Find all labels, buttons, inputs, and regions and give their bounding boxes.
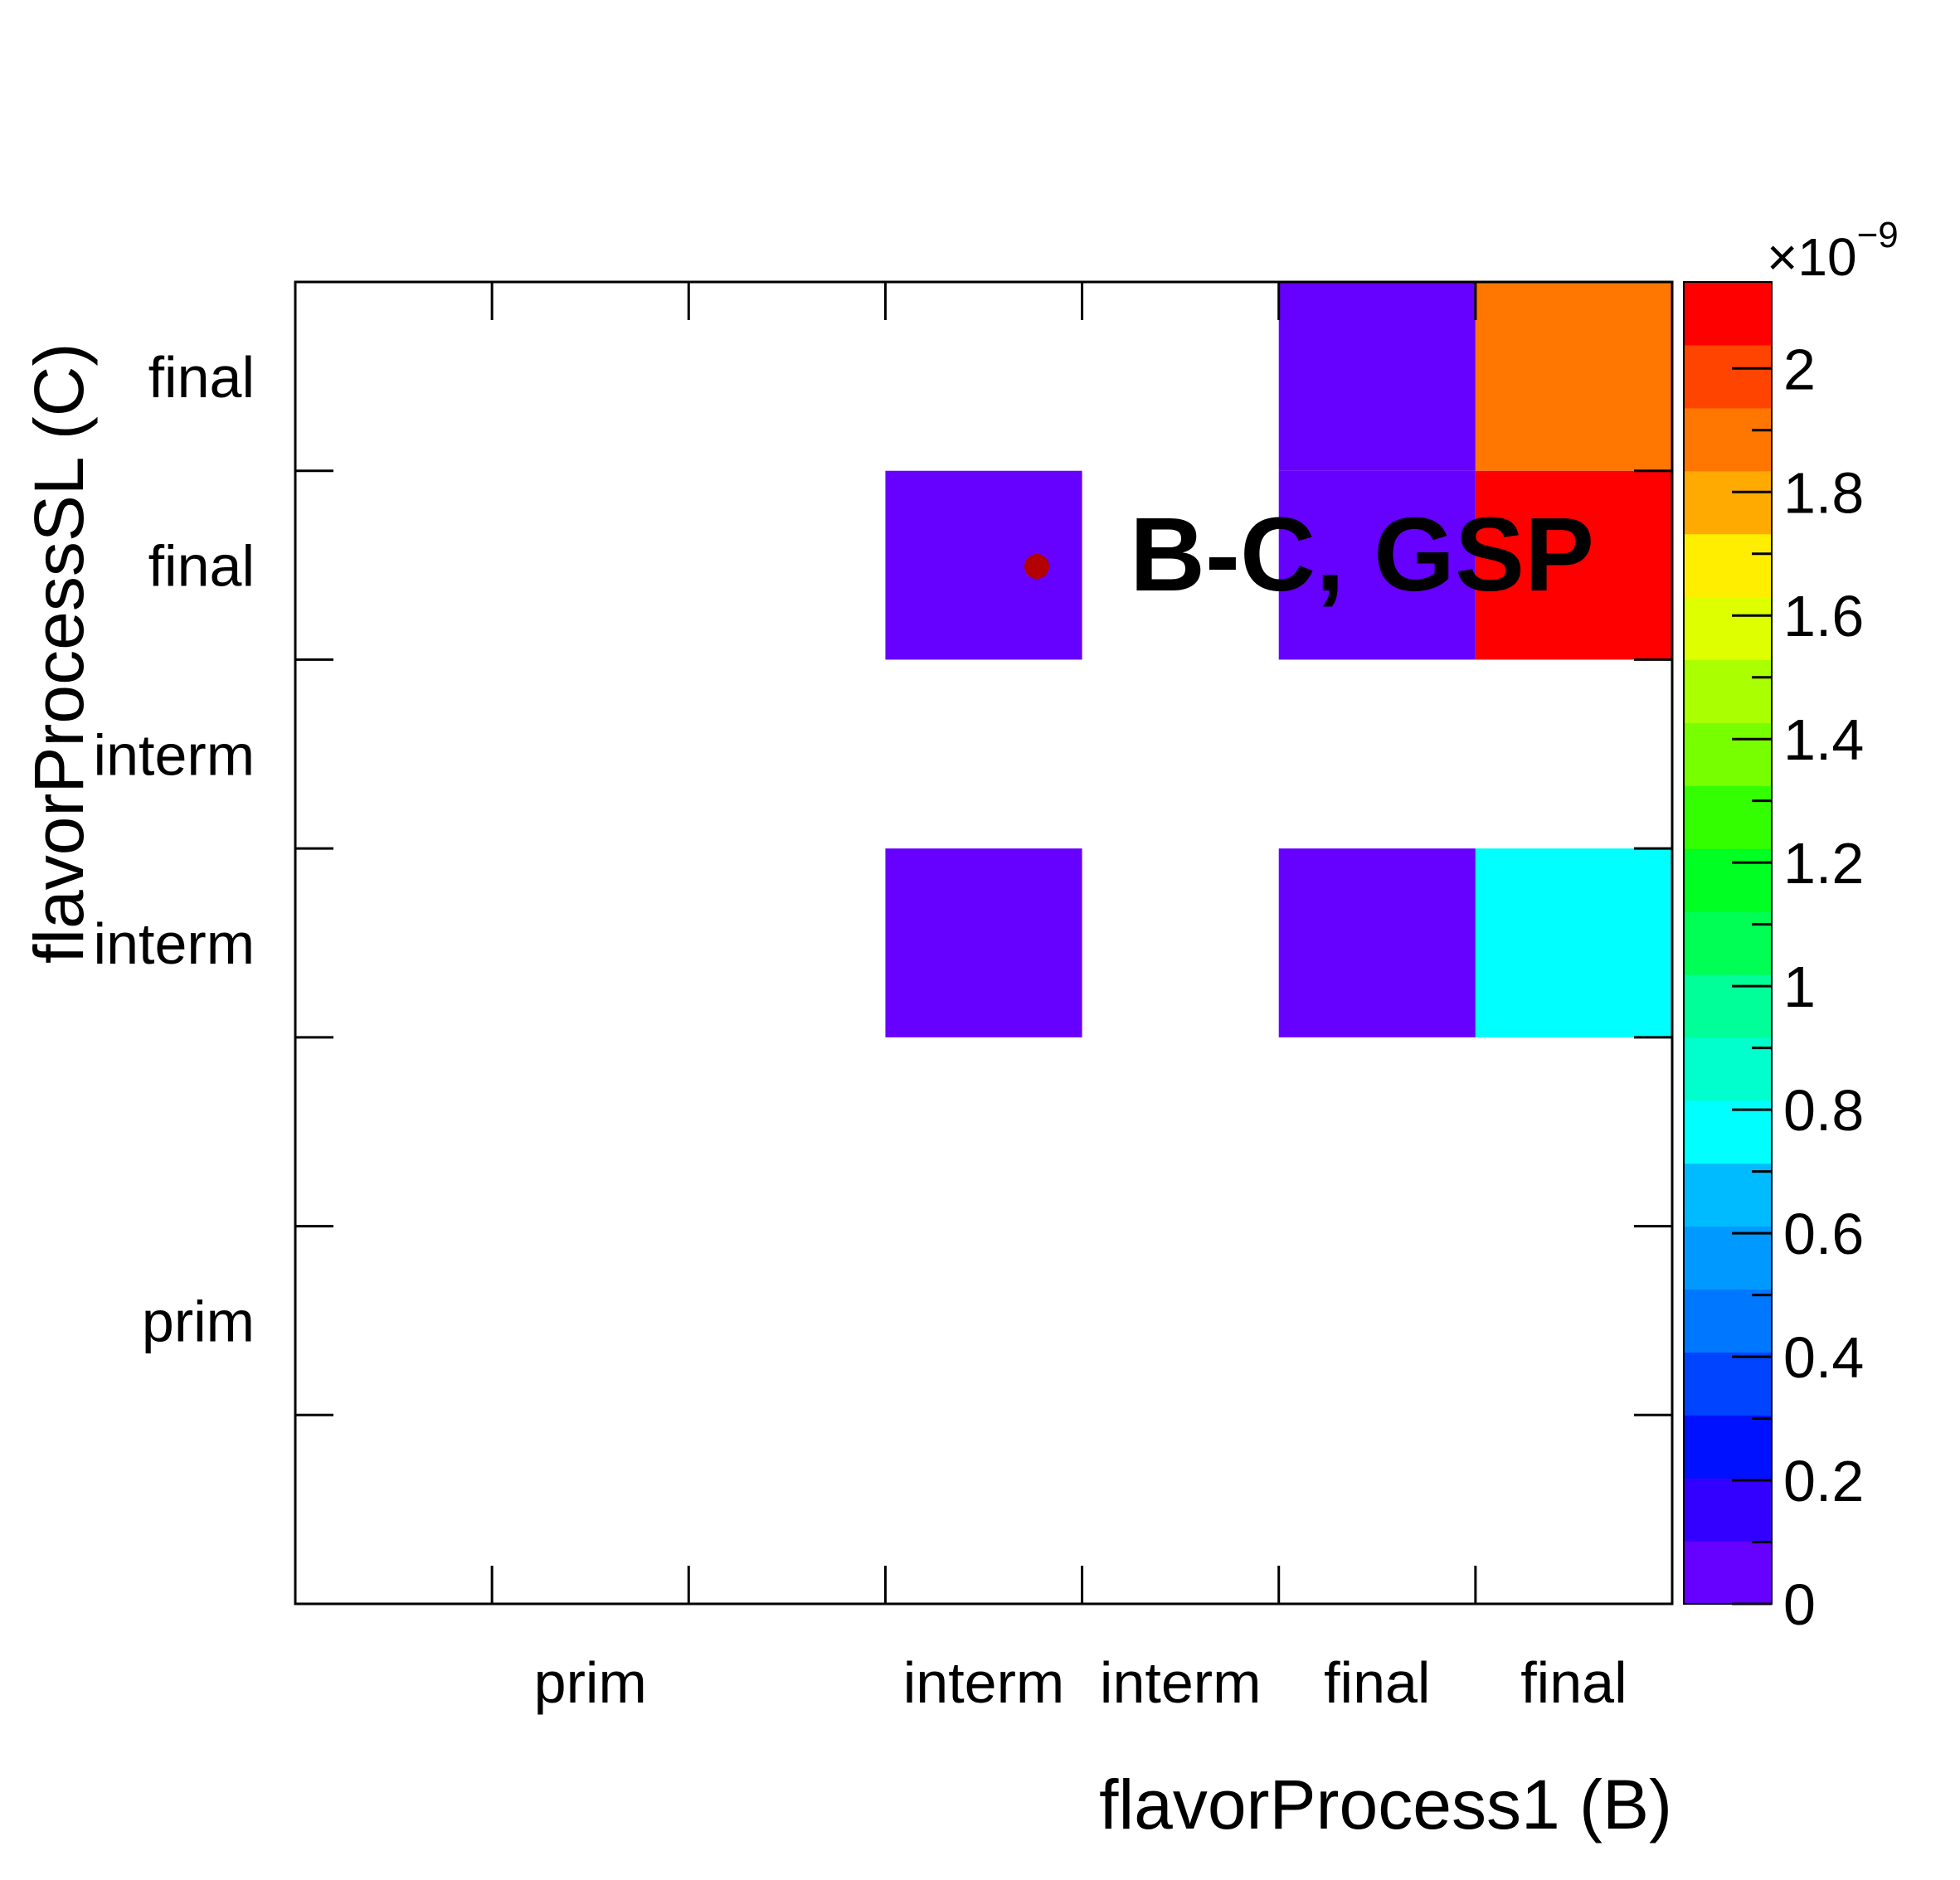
color-scale-ticks: 0 0.2 0.4 0.6 0.8 1 1.2 1.4 1.6 1.8 2 — [1732, 337, 1864, 1637]
color-band — [1684, 596, 1772, 661]
color-band — [1684, 1352, 1772, 1416]
legend-marker — [1024, 554, 1049, 579]
color-band — [1684, 533, 1772, 598]
legend: B-C, GSP — [1024, 496, 1594, 613]
x-tick-label: interm — [903, 1650, 1064, 1715]
y-axis-title: flavorProcessSL (C) — [20, 343, 98, 964]
color-band — [1684, 659, 1772, 723]
heatmap-cell — [1278, 470, 1476, 660]
color-scale-tick-label: 2 — [1783, 337, 1816, 401]
color-scale-tick-label: 0.2 — [1783, 1449, 1864, 1513]
heatmap-cells — [885, 282, 1672, 1037]
y-tick-label: prim — [142, 1289, 255, 1353]
x-axis-ticks — [490, 282, 1477, 1604]
heatmap-cell — [1475, 282, 1672, 471]
heatmap-cell — [1475, 470, 1672, 660]
plot-frame — [294, 280, 1674, 1606]
color-band — [1684, 282, 1772, 346]
x-tick-label: final — [1324, 1650, 1430, 1715]
y-tick-label: final — [148, 534, 255, 599]
color-band — [1684, 1478, 1772, 1542]
color-scale-tick-label: 1.2 — [1783, 831, 1864, 896]
color-band — [1684, 1541, 1772, 1605]
color-band — [1684, 1289, 1772, 1353]
color-scale-tick-label: 1.4 — [1783, 707, 1864, 772]
y-axis-ticks — [295, 469, 1672, 1416]
x-tick-label: final — [1520, 1650, 1627, 1715]
x-axis-tick-labels: prim interm interm final final — [534, 1650, 1627, 1715]
color-bar-frame — [1683, 281, 1773, 1605]
y-axis-tick-labels: prim interm interm final final — [94, 345, 255, 1354]
color-scale-tick-label: 1.8 — [1783, 460, 1864, 525]
color-scale-tick-label: 0 — [1783, 1572, 1816, 1637]
color-band — [1684, 911, 1772, 975]
color-scale-exponent-label: ×10−9 — [1767, 215, 1899, 287]
heatmap-cell — [1278, 848, 1476, 1037]
color-band — [1684, 344, 1772, 409]
color-scale-tick-label: 0.6 — [1783, 1202, 1864, 1266]
color-band — [1684, 785, 1772, 849]
heatmap-cell — [1278, 282, 1476, 471]
y-tick-label: interm — [94, 911, 255, 976]
x-tick-label: prim — [534, 1650, 647, 1715]
heatmap-cell — [1475, 848, 1672, 1037]
color-band — [1684, 974, 1772, 1038]
heatmap-cell — [885, 470, 1082, 660]
color-band — [1684, 848, 1772, 912]
color-scale-tick-label: 0.4 — [1783, 1325, 1864, 1390]
color-band — [1684, 1415, 1772, 1479]
color-band — [1684, 407, 1772, 472]
color-band — [1684, 1163, 1772, 1227]
color-scale-tick-label: 0.8 — [1783, 1078, 1864, 1143]
y-tick-label: interm — [94, 722, 255, 787]
y-tick-label: final — [148, 345, 255, 410]
color-scale-tick-label: 1 — [1783, 955, 1816, 1019]
color-band — [1684, 1226, 1772, 1290]
color-scale-bar — [1683, 281, 1773, 1605]
heatmap-cell — [885, 848, 1082, 1037]
color-band — [1684, 470, 1772, 535]
legend-label: B-C, GSP — [1130, 496, 1594, 613]
x-tick-label: interm — [1100, 1650, 1261, 1715]
color-scale-tick-label: 1.6 — [1783, 584, 1864, 649]
color-band — [1684, 722, 1772, 786]
x-axis-title: flavorProcess1 (B) — [1099, 1766, 1672, 1844]
